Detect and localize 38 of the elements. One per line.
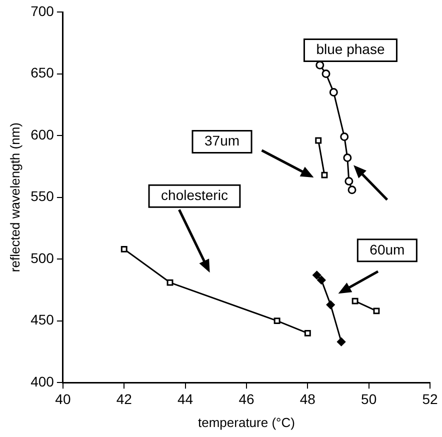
point xyxy=(317,276,326,284)
point xyxy=(120,246,128,252)
y-tick-label: 400 xyxy=(30,373,54,390)
annotation: cholesteric xyxy=(161,186,228,203)
x-tick-label: 48 xyxy=(300,390,316,407)
y-tick-label: 700 xyxy=(30,2,54,19)
x-tick-label: 44 xyxy=(178,390,194,407)
y-tick-label: 500 xyxy=(30,250,54,266)
point xyxy=(343,154,352,162)
annotation: 60um xyxy=(370,241,405,258)
y-axis-title: reflected wavelength (nm) xyxy=(7,122,22,272)
point xyxy=(312,270,322,280)
point xyxy=(304,330,311,336)
point xyxy=(326,300,335,310)
point xyxy=(348,186,356,194)
point xyxy=(373,308,380,314)
point xyxy=(315,137,322,144)
y-tick-label: 600 xyxy=(30,126,54,142)
annotation: blue phase xyxy=(316,41,385,58)
y-tick-label: 550 xyxy=(30,188,54,204)
annotation: 37um xyxy=(204,132,240,149)
point xyxy=(329,88,338,97)
point xyxy=(274,318,280,324)
y-tick-label: 650 xyxy=(30,64,54,81)
x-tick-label: 52 xyxy=(422,390,438,407)
x-axis-title: temperature (°C) xyxy=(198,414,295,430)
x-tick-label: 46 xyxy=(238,390,254,407)
point xyxy=(321,172,328,178)
point xyxy=(322,70,330,78)
point xyxy=(352,298,358,304)
x-tick-label: 42 xyxy=(116,390,132,407)
point xyxy=(340,132,349,142)
point xyxy=(337,338,346,346)
x-tick-label: 40 xyxy=(55,390,71,407)
point xyxy=(344,176,354,186)
y-tick-label: 450 xyxy=(30,312,54,328)
point xyxy=(166,279,174,286)
x-tick-label: 50 xyxy=(361,390,377,407)
